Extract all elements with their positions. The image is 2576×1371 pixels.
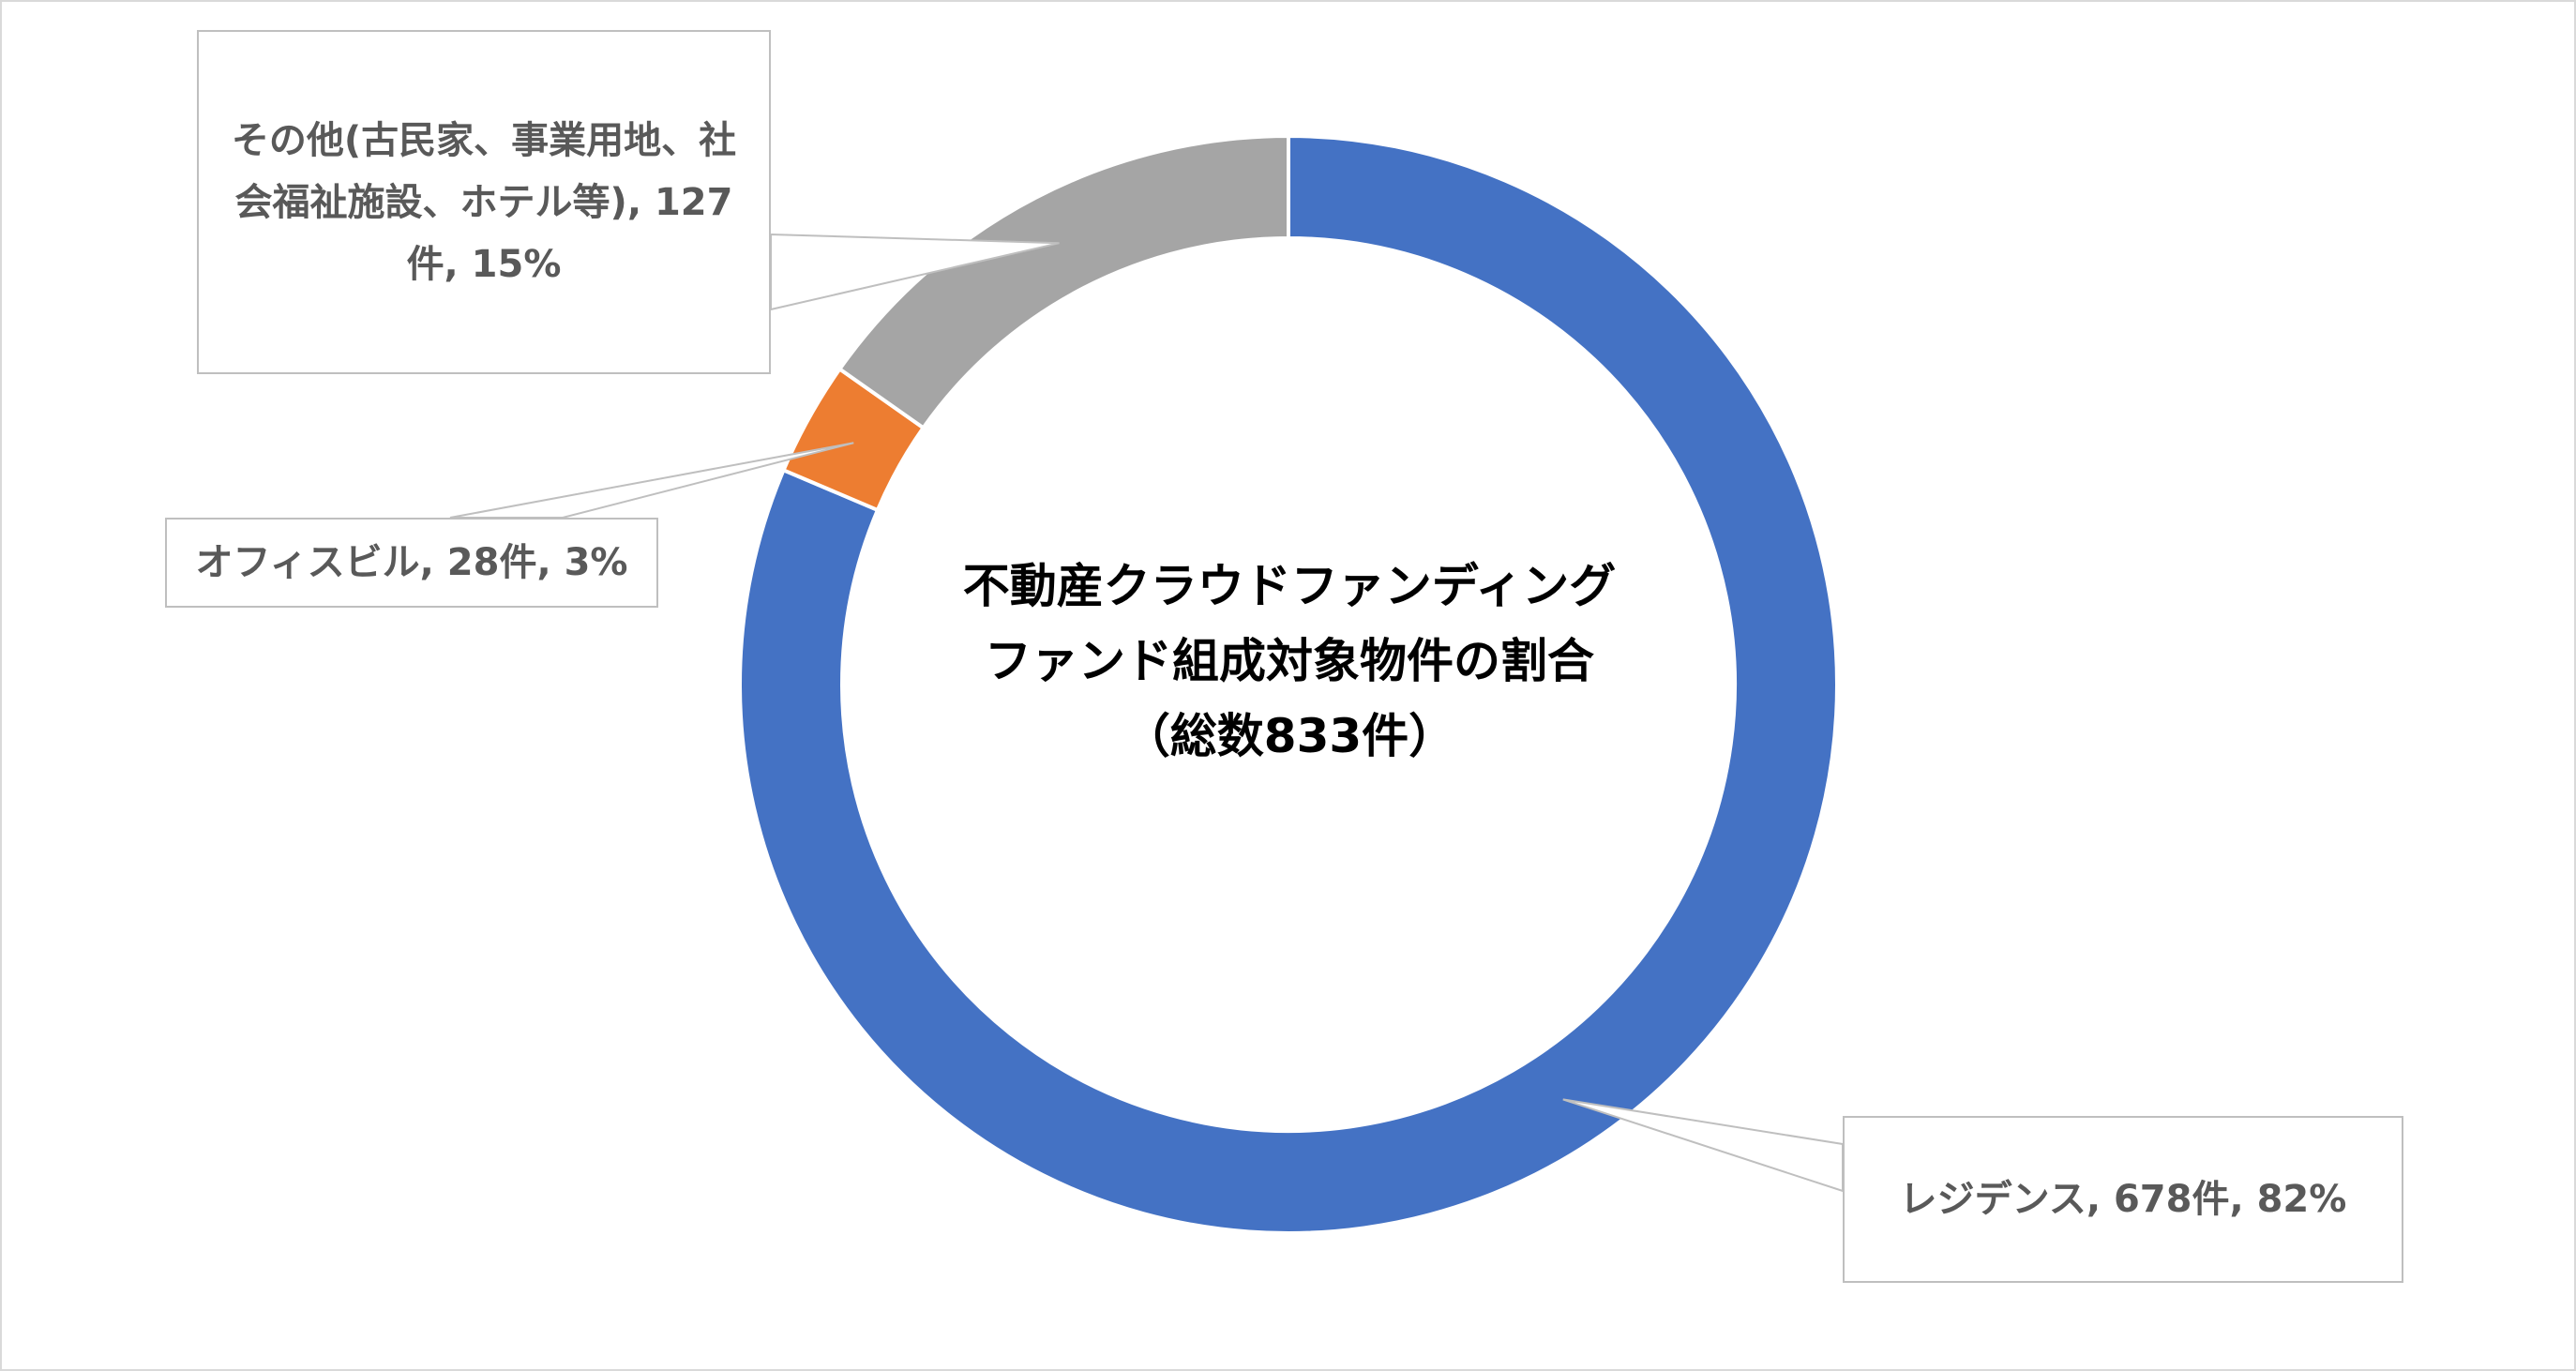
doughnut-slices [738,133,1839,1235]
chart-title-line-1: 不動産クラウドファンディング [962,559,1617,613]
data-label-residence: レジデンス, 678件, 82% [1843,1116,2403,1283]
leader-line-2 [770,233,1060,311]
data-label-other-text: その他(古民家、事業用地、社会福祉施設、ホテル等), 127件, 15% [231,118,737,286]
slice-2 [836,133,1290,430]
leader-line-0 [1562,1098,1844,1193]
data-label-other: その他(古民家、事業用地、社会福祉施設、ホテル等), 127件, 15% [197,30,771,374]
slice-0 [738,133,1839,1235]
chart-title-line-3: （総数833件） [1122,709,1456,763]
chart-title-line-2: ファンド組成対象物件の割合 [985,634,1594,688]
data-label-office: オフィスビル, 28件, 3% [165,518,658,608]
data-label-office-text: オフィスビル, 28件, 3% [195,541,628,584]
data-label-residence-text: レジデンス, 678件, 82% [1899,1178,2347,1221]
chart-title: 不動産クラウドファンディング ファンド組成対象物件の割合 （総数833件） [844,549,1735,774]
